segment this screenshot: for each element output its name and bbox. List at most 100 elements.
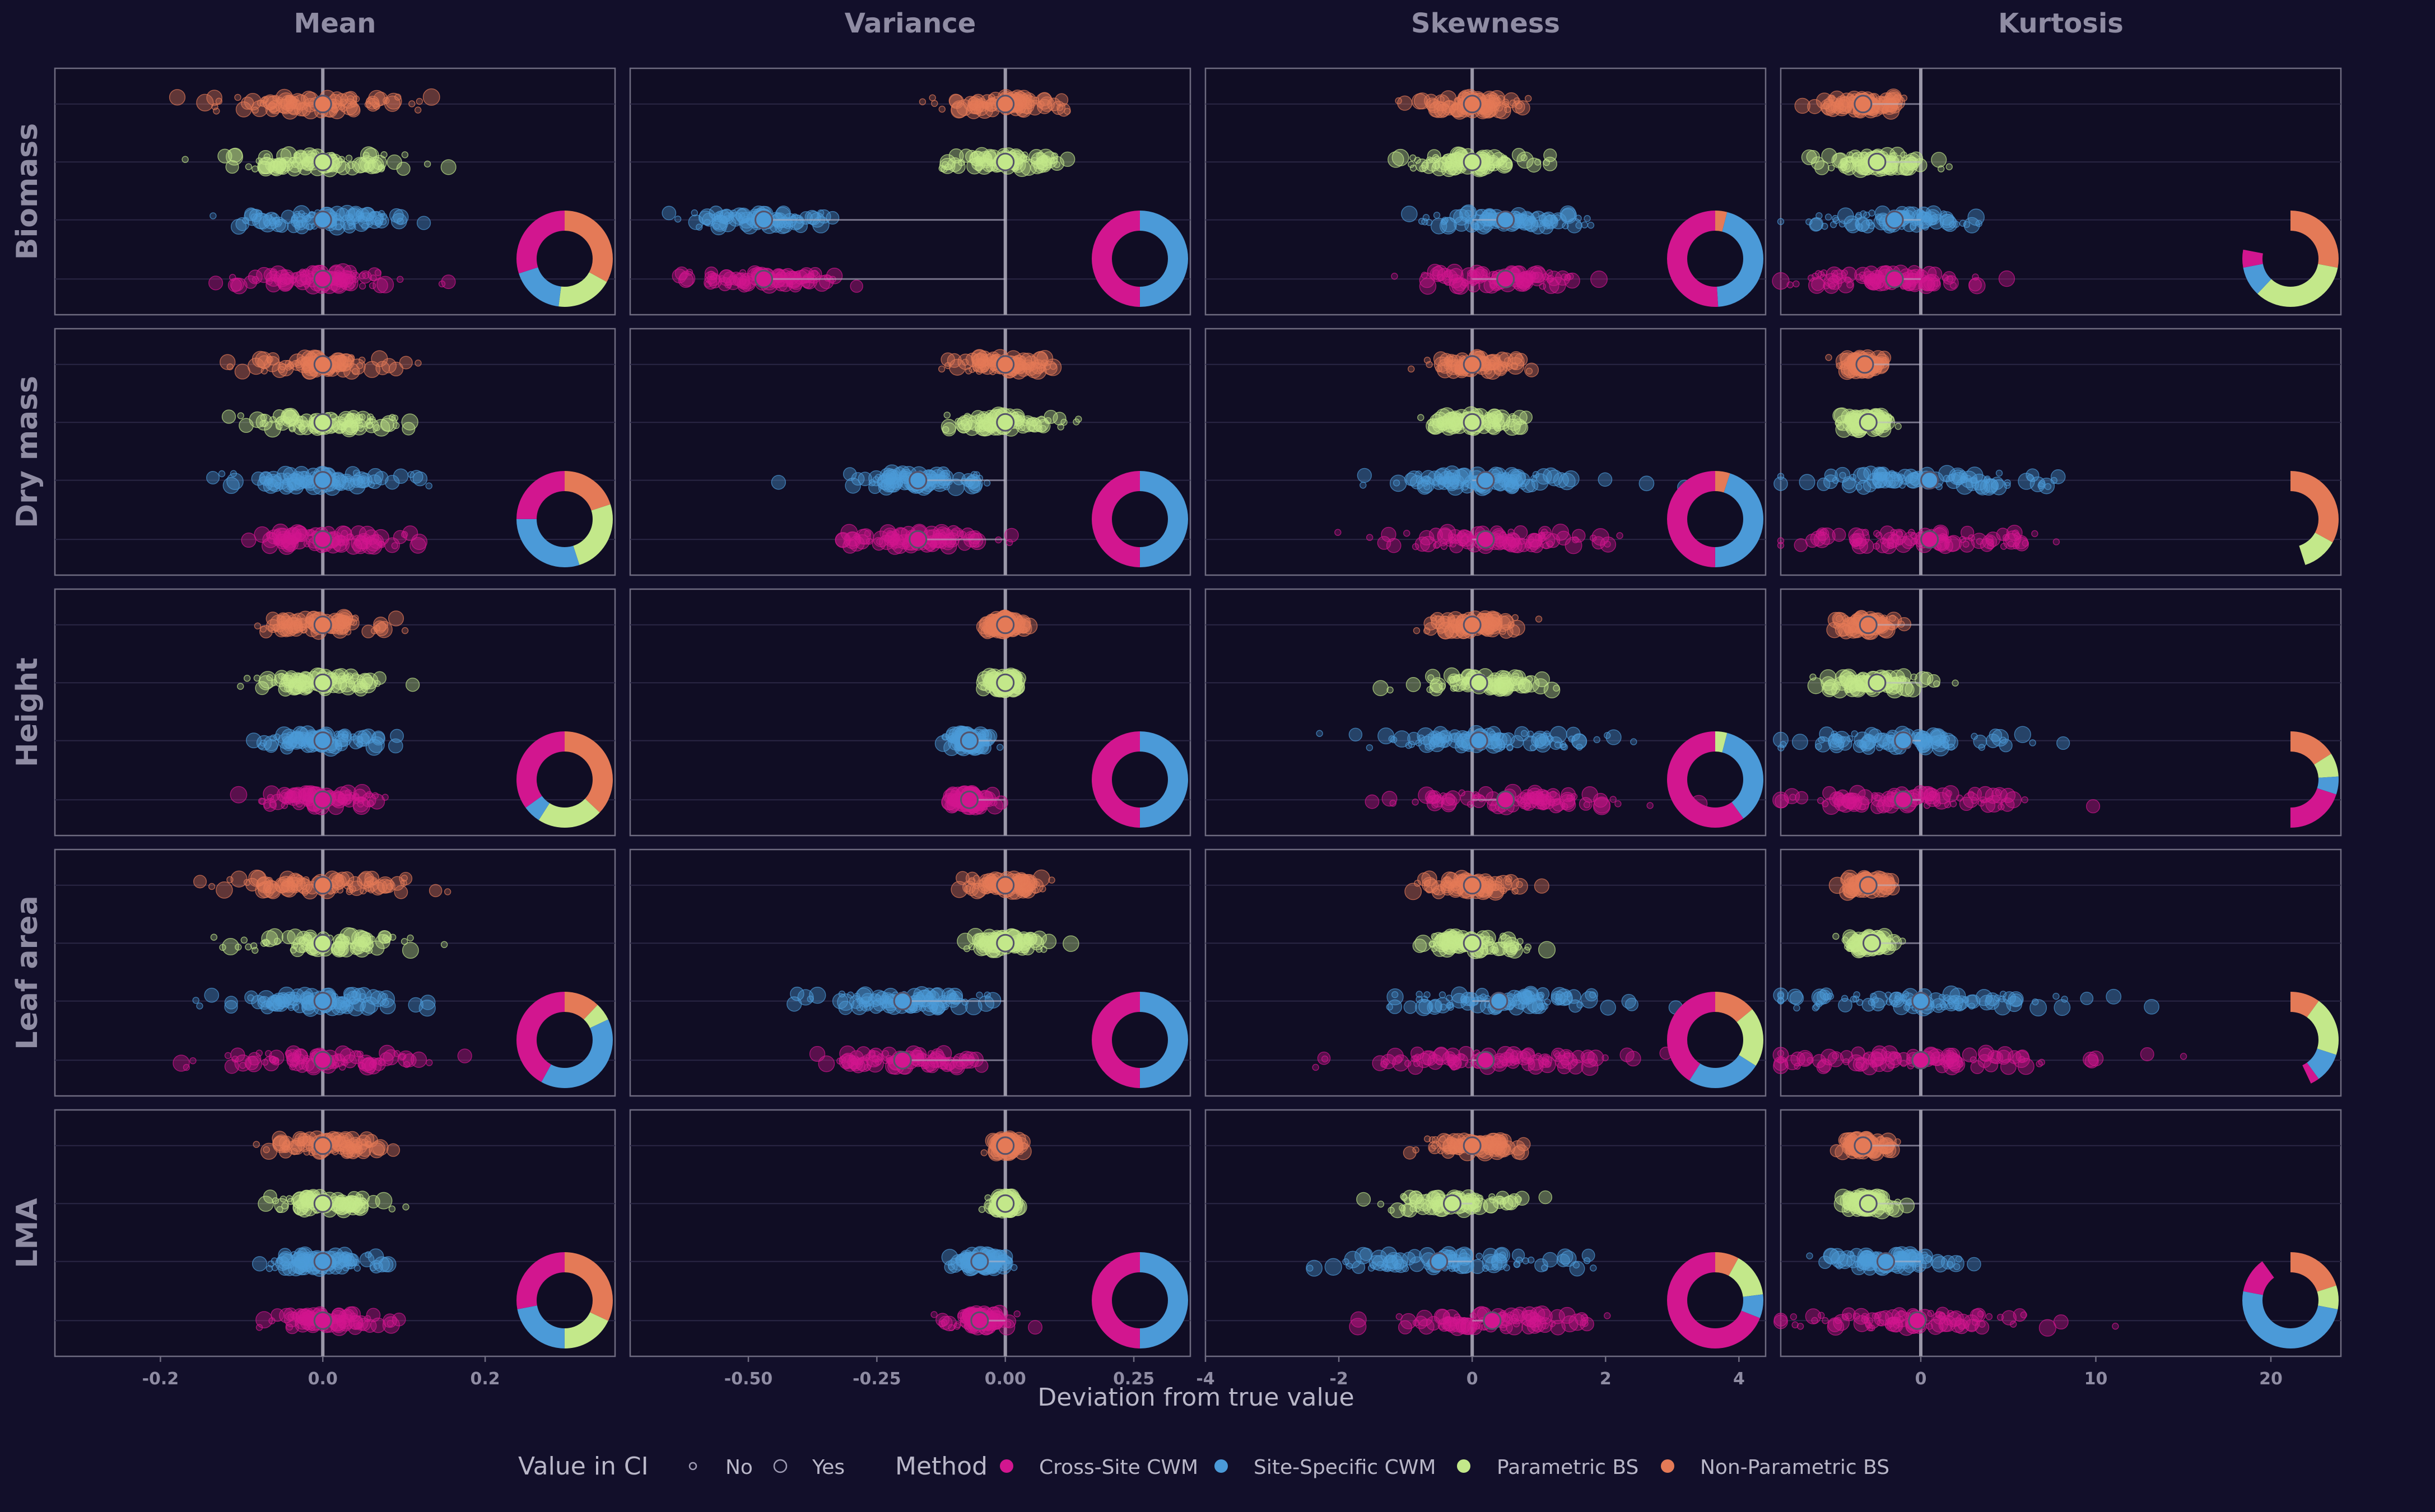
estimate-point	[206, 90, 222, 106]
estimate-point	[252, 351, 269, 368]
estimate-point	[1469, 264, 1485, 280]
estimate-point	[1824, 468, 1838, 482]
estimate-point	[1807, 99, 1823, 114]
estimate-point	[1598, 472, 1613, 487]
estimate-point	[851, 472, 865, 486]
estimate-point	[1959, 220, 1967, 227]
estimate-point	[245, 163, 253, 170]
estimate-point	[1589, 534, 1597, 542]
estimate-point	[252, 946, 259, 954]
estimate-point	[1882, 531, 1899, 549]
estimate-point	[1031, 152, 1048, 170]
estimate-point	[1498, 670, 1512, 684]
estimate-point	[1822, 102, 1830, 110]
estimate-point	[1821, 222, 1828, 230]
estimate-point	[1388, 151, 1404, 168]
panel-height-kurtosis	[1772, 588, 2342, 837]
estimate-point	[813, 275, 830, 292]
estimate-point	[2004, 791, 2022, 809]
estimate-point	[1415, 739, 1422, 746]
estimate-point	[407, 934, 414, 942]
estimate-point	[253, 674, 261, 682]
estimate-point	[1377, 727, 1395, 745]
estimate-point	[255, 209, 263, 217]
estimate-point	[266, 356, 273, 363]
estimate-point	[1794, 538, 1808, 552]
estimate-point	[1616, 532, 1623, 539]
estimate-point	[1449, 152, 1465, 167]
estimate-point	[1531, 272, 1539, 279]
estimate-point	[1911, 219, 1919, 227]
estimate-point	[367, 156, 384, 173]
estimate-point	[1593, 792, 1608, 808]
estimate-point	[331, 876, 345, 890]
estimate-point	[255, 681, 269, 696]
estimate-point	[270, 106, 277, 113]
estimate-point	[373, 91, 388, 106]
estimate-point	[1441, 792, 1455, 806]
mean-marker-parametric	[1868, 152, 1887, 171]
estimate-point	[1575, 214, 1582, 222]
estimate-point	[1894, 423, 1902, 430]
estimate-point	[1005, 539, 1013, 547]
estimate-point	[367, 800, 374, 807]
estimate-point	[1873, 530, 1880, 537]
estimate-point	[1515, 795, 1522, 802]
estimate-point	[1903, 468, 1919, 483]
mean-marker-parametric	[996, 413, 1015, 432]
estimate-point	[406, 678, 420, 692]
estimate-point	[1451, 733, 1459, 741]
estimate-point	[252, 165, 259, 172]
estimate-point	[399, 356, 413, 370]
estimate-point	[1849, 785, 1866, 801]
estimate-point	[1466, 535, 1474, 542]
estimate-point	[267, 794, 274, 801]
estimate-point	[865, 538, 873, 545]
estimate-point	[1348, 727, 1363, 741]
estimate-point	[1938, 165, 1945, 172]
estimate-point	[1963, 792, 1979, 808]
estimate-point	[235, 101, 252, 118]
panel-biomass-mean	[54, 67, 616, 316]
estimate-point	[968, 530, 982, 544]
estimate-point	[1041, 359, 1048, 367]
estimate-point	[1967, 208, 1985, 226]
estimate-point	[1868, 728, 1883, 743]
panel-height-mean	[54, 588, 616, 837]
estimate-point	[290, 276, 297, 283]
estimate-point	[357, 424, 365, 432]
estimate-point	[347, 206, 364, 222]
estimate-point	[1389, 800, 1396, 807]
estimate-point	[711, 214, 729, 232]
mean-marker-site-specific	[960, 731, 979, 750]
mean-marker-site-specific	[1885, 211, 1904, 230]
estimate-point	[1515, 272, 1533, 290]
estimate-point	[1427, 419, 1435, 426]
estimate-point	[1638, 475, 1655, 492]
estimate-point	[291, 533, 308, 550]
estimate-point	[415, 360, 422, 367]
mean-marker-cross-site	[313, 530, 332, 549]
estimate-point	[218, 470, 226, 478]
estimate-point	[1827, 164, 1835, 171]
estimate-point	[385, 92, 402, 110]
estimate-point	[334, 270, 342, 277]
estimate-point	[1488, 164, 1495, 172]
estimate-point	[1357, 468, 1372, 483]
estimate-point	[1876, 800, 1890, 814]
estimate-point	[1873, 543, 1880, 550]
estimate-point	[1959, 536, 1966, 543]
estimate-point	[1593, 736, 1600, 744]
estimate-point	[1439, 524, 1456, 541]
estimate-point	[1925, 727, 1942, 743]
estimate-point	[371, 730, 385, 744]
estimate-point	[1423, 94, 1438, 108]
estimate-point	[1576, 743, 1583, 751]
estimate-point	[1888, 155, 1896, 162]
estimate-point	[262, 96, 269, 103]
estimate-point	[425, 482, 432, 489]
mean-marker-site-specific	[1496, 211, 1515, 230]
estimate-point	[274, 879, 290, 893]
